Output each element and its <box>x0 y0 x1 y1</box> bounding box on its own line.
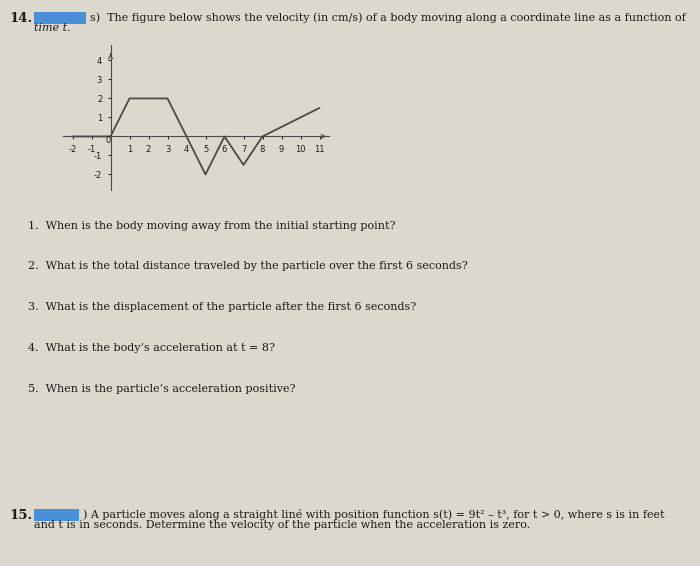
Text: 5.  When is the particle’s acceleration positive?: 5. When is the particle’s acceleration p… <box>28 384 295 394</box>
Text: 3.  What is the displacement of the particle after the first 6 seconds?: 3. What is the displacement of the parti… <box>28 302 416 312</box>
Text: 4.  What is the body’s acceleration at t = 8?: 4. What is the body’s acceleration at t … <box>28 343 275 353</box>
Text: 0: 0 <box>105 136 111 145</box>
Text: s)  The figure below shows the velocity (in cm/s) of a body moving along a coord: s) The figure below shows the velocity (… <box>90 12 685 23</box>
Text: ) A particle moves along a straight liné with position function s(t) = 9t² – t³: ) A particle moves along a straight line… <box>83 509 664 520</box>
Text: and t is in seconds. Determine the velocity of the particle when the acceleratio: and t is in seconds. Determine the veloc… <box>34 520 530 530</box>
Text: 1.  When is the body moving away from the initial starting point?: 1. When is the body moving away from the… <box>28 221 395 231</box>
Text: time t.: time t. <box>34 23 70 33</box>
Text: 14.: 14. <box>9 12 32 25</box>
Text: 2.  What is the total distance traveled by the particle over the first 6 seconds: 2. What is the total distance traveled b… <box>28 261 468 272</box>
Text: 15.: 15. <box>9 509 32 522</box>
